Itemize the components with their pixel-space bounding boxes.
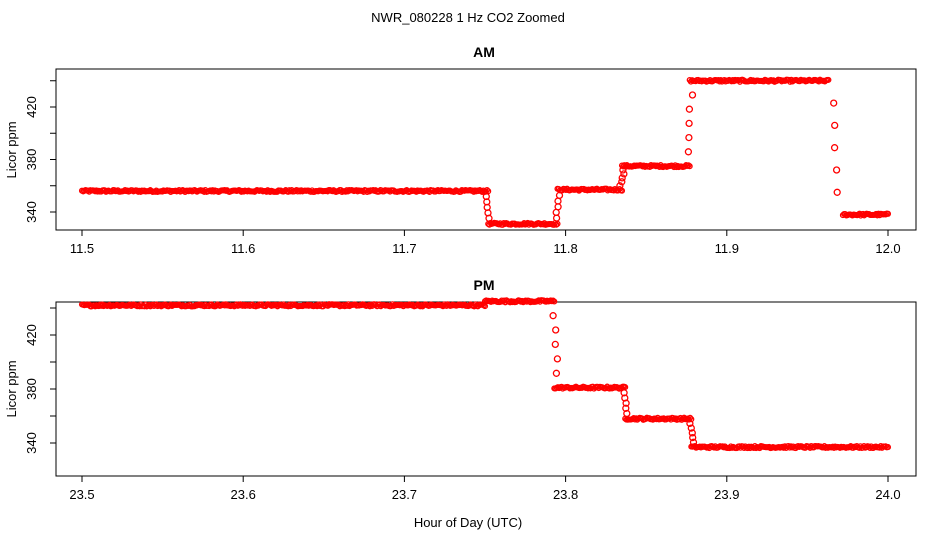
am-x-tick-label: 11.9 (715, 241, 739, 256)
am-data-point (555, 191, 564, 200)
am-data-point (619, 166, 627, 174)
am-data-point (618, 178, 626, 186)
am-data-point (685, 105, 694, 113)
am-data-point (831, 121, 839, 130)
pm-data-point (753, 445, 760, 452)
am-data-point (616, 182, 624, 190)
figure-title: NWR_080228 1 Hz CO2 Zoomed (371, 10, 565, 25)
pm-data-point (688, 429, 696, 437)
am-panel-title: AM (473, 44, 495, 60)
pm-axis-ticks: 23.5 23.6 23.7 23.8 23.9 24.0 340 380 420 (24, 307, 901, 502)
pm-data-point (551, 340, 559, 349)
am-data-point (684, 148, 693, 156)
am-x-tick-label: 11.5 (70, 241, 94, 256)
pm-x-tick-label: 23.6 (231, 487, 256, 502)
pm-data-point (552, 369, 561, 377)
am-x-tick-label: 11.6 (231, 241, 255, 256)
pm-panel: PM Licor ppm 23.5 23.6 23.7 23.8 23.9 24.0 340… (4, 277, 917, 502)
pm-data-points (78, 297, 892, 452)
pm-data-point (551, 298, 558, 305)
pm-data-point (689, 433, 697, 442)
am-data-point (483, 186, 491, 194)
am-data-point (833, 188, 841, 196)
am-data-point (685, 119, 693, 128)
am-axis-ticks: 11.5 11.6 11.7 11.8 11.9 12.0 340 380 420 (24, 80, 901, 256)
pm-data-point (622, 404, 630, 412)
am-data-point (832, 166, 841, 174)
am-data-point (485, 214, 493, 222)
am-data-point (830, 144, 839, 152)
am-x-tick-label: 11.8 (553, 241, 577, 256)
pm-y-tick-label: 380 (24, 378, 39, 400)
pm-y-tick-label: 340 (24, 432, 39, 454)
pm-data-point (687, 424, 695, 432)
pm-panel-title: PM (474, 277, 495, 293)
am-panel: AM Licor ppm 11.5 11.6 11.7 11.8 11.9 12.0 340… (4, 44, 917, 256)
pm-data-point (689, 438, 698, 446)
pm-data-point (552, 326, 560, 334)
am-plot-frame (55, 68, 917, 231)
pm-x-tick-label: 23.9 (714, 487, 739, 502)
pm-data-point (686, 419, 694, 428)
pm-data-point (620, 389, 628, 397)
am-data-point (830, 99, 838, 107)
pm-data-point (553, 355, 562, 363)
am-y-tick-label: 380 (24, 149, 39, 171)
am-data-points (78, 76, 892, 228)
am-data-point (620, 170, 628, 178)
am-x-tick-label: 12.0 (875, 241, 900, 256)
am-data-point (884, 210, 892, 217)
am-data-point (618, 174, 626, 182)
pm-x-tick-label: 23.7 (392, 487, 417, 502)
pm-data-point (417, 303, 424, 310)
pm-data-point (884, 444, 892, 451)
pm-x-tick-label: 23.8 (553, 487, 578, 502)
pm-data-point (549, 312, 557, 320)
am-data-point (686, 163, 693, 170)
am-data-point (688, 91, 697, 99)
pm-x-tick-label: 23.5 (69, 487, 94, 502)
pm-data-point (622, 399, 630, 407)
pm-data-point (688, 416, 695, 423)
am-y-tick-label: 420 (24, 96, 39, 118)
pm-x-tick-label: 24.0 (875, 487, 900, 502)
am-data-point (825, 76, 832, 83)
am-data-point (685, 133, 693, 142)
am-y-tick-label: 340 (24, 201, 39, 223)
am-x-tick-label: 11.7 (392, 241, 416, 256)
pm-y-axis-label: Licor ppm (4, 360, 19, 417)
am-data-point (479, 188, 486, 196)
pm-y-tick-label: 420 (24, 324, 39, 346)
pm-data-point (623, 409, 631, 418)
am-y-axis-label: Licor ppm (4, 121, 19, 178)
x-axis-label: Hour of Day (UTC) (414, 515, 522, 530)
